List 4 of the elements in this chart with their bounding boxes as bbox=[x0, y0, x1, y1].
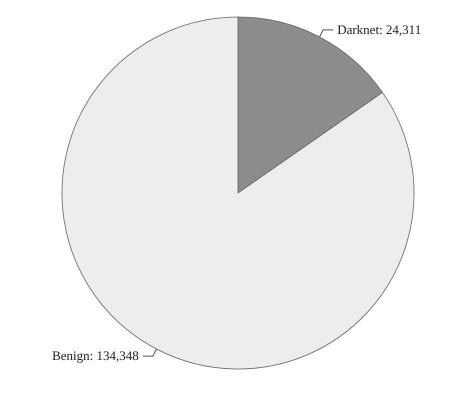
slice-label: Benign bbox=[52, 348, 90, 364]
slice-label: Darknet bbox=[337, 22, 380, 37]
data-label: : 24,311 bbox=[379, 22, 422, 37]
data-label: : 134,348 bbox=[90, 348, 139, 364]
